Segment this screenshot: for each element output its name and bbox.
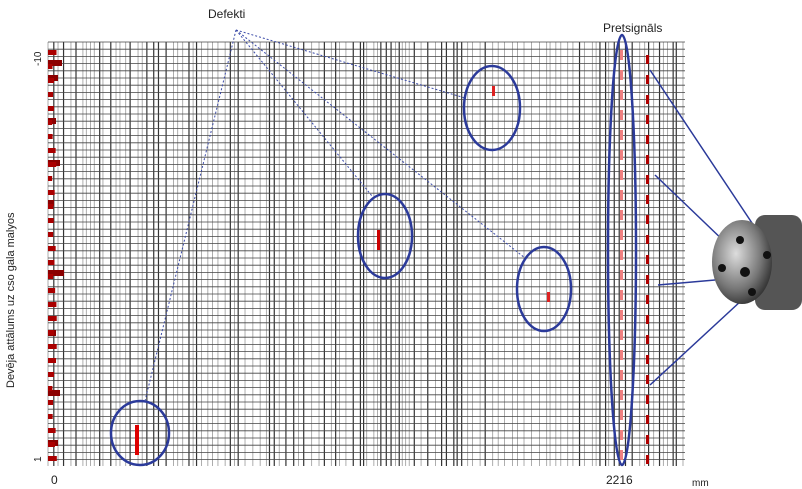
presignal-mark: [620, 290, 623, 300]
presignal-mark: [620, 90, 623, 100]
presignal-mark: [620, 130, 623, 140]
presignal-mark: [646, 355, 649, 364]
presignal-mark: [620, 430, 623, 440]
presignal-mark: [646, 455, 649, 464]
presignal-mark: [620, 150, 623, 160]
presignal-mark: [620, 330, 623, 340]
edge-mark: [48, 92, 53, 97]
presignal-mark: [646, 375, 649, 384]
edge-mark: [48, 400, 53, 405]
edge-mark: [48, 78, 54, 83]
presignal-mark: [620, 210, 623, 220]
edge-mark: [48, 330, 54, 335]
x-unit: mm: [692, 478, 709, 489]
defect-mark: [377, 230, 380, 250]
edge-mark: [48, 50, 57, 55]
edge-mark: [48, 428, 56, 433]
edge-mark: [48, 64, 53, 69]
presignal-mark: [646, 215, 649, 224]
probe-hole: [736, 236, 744, 244]
presignal-mark: [646, 415, 649, 424]
presignal-mark: [646, 315, 649, 324]
presignal-mark: [620, 50, 623, 60]
edge-mark: [48, 204, 53, 209]
presignal-mark: [646, 155, 649, 164]
edge-mark: [48, 358, 56, 363]
edge-mark: [48, 218, 54, 223]
presignal-mark: [646, 195, 649, 204]
presignal-mark: [646, 135, 649, 144]
edge-mark: [48, 372, 54, 377]
edge-mark: [48, 386, 52, 391]
presignal-label: Pretsignāls: [603, 21, 662, 35]
edge-mark: [48, 414, 53, 419]
presignal-mark: [646, 115, 649, 124]
presignal-mark: [620, 370, 623, 380]
presignal-mark: [620, 350, 623, 360]
edge-mark: [48, 302, 56, 307]
presignal-mark: [646, 335, 649, 344]
edge-mark: [48, 456, 57, 461]
presignal-mark: [620, 190, 623, 200]
presignal-mark: [620, 170, 623, 180]
edge-mark: [48, 120, 52, 125]
y-tick-label: 1: [33, 456, 44, 462]
defect-mark: [492, 86, 495, 96]
edge-mark: [48, 134, 53, 139]
presignal-mark: [620, 250, 623, 260]
edge-mark: [48, 442, 55, 447]
defect-mark: [547, 292, 550, 302]
presignal-mark: [646, 95, 649, 104]
edge-mark: [48, 260, 54, 265]
presignal-mark: [646, 295, 649, 304]
edge-mark: [48, 246, 56, 251]
probe-hole: [740, 267, 750, 277]
y-tick-label: -10: [33, 51, 44, 66]
presignal-mark: [646, 435, 649, 444]
edge-mark: [48, 176, 52, 181]
edge-mark: [48, 344, 57, 349]
edge-mark: [48, 162, 56, 167]
presignal-mark: [620, 110, 623, 120]
presignal-mark: [646, 75, 649, 84]
edge-mark: [48, 232, 53, 237]
presignal-mark: [620, 310, 623, 320]
figure-svg: Defekti Pretsignāls Devēja attālums uz c…: [0, 0, 802, 489]
edge-mark: [48, 190, 55, 195]
probe-hole: [718, 264, 726, 272]
x-tick-label: 2216: [606, 473, 633, 487]
edge-mark: [48, 148, 56, 153]
y-axis-label: Devēja attālums uz cso gala malyos: [5, 212, 17, 388]
defect-mark: [135, 425, 139, 455]
presignal-mark: [646, 55, 649, 64]
edge-mark: [48, 274, 53, 279]
presignal-mark: [620, 230, 623, 240]
presignal-mark: [620, 410, 623, 420]
edge-mark: [48, 316, 57, 321]
presignal-mark: [646, 235, 649, 244]
presignal-mark: [620, 450, 623, 460]
probe-hole: [763, 251, 771, 259]
presignal-mark: [646, 275, 649, 284]
presignal-mark: [646, 175, 649, 184]
presignal-mark: [620, 70, 623, 80]
defects-label: Defekti: [208, 7, 245, 21]
figure: Defekti Pretsignāls Devēja attālums uz c…: [0, 0, 802, 489]
presignal-mark: [646, 255, 649, 264]
probe: [712, 215, 802, 310]
presignal-mark: [646, 395, 649, 404]
probe-face: [712, 220, 772, 304]
presignal-mark: [620, 390, 623, 400]
edge-mark: [48, 288, 55, 293]
x-tick-label: 0: [51, 473, 58, 487]
edge-mark: [48, 106, 54, 111]
presignal-mark: [620, 270, 623, 280]
probe-hole: [748, 288, 756, 296]
